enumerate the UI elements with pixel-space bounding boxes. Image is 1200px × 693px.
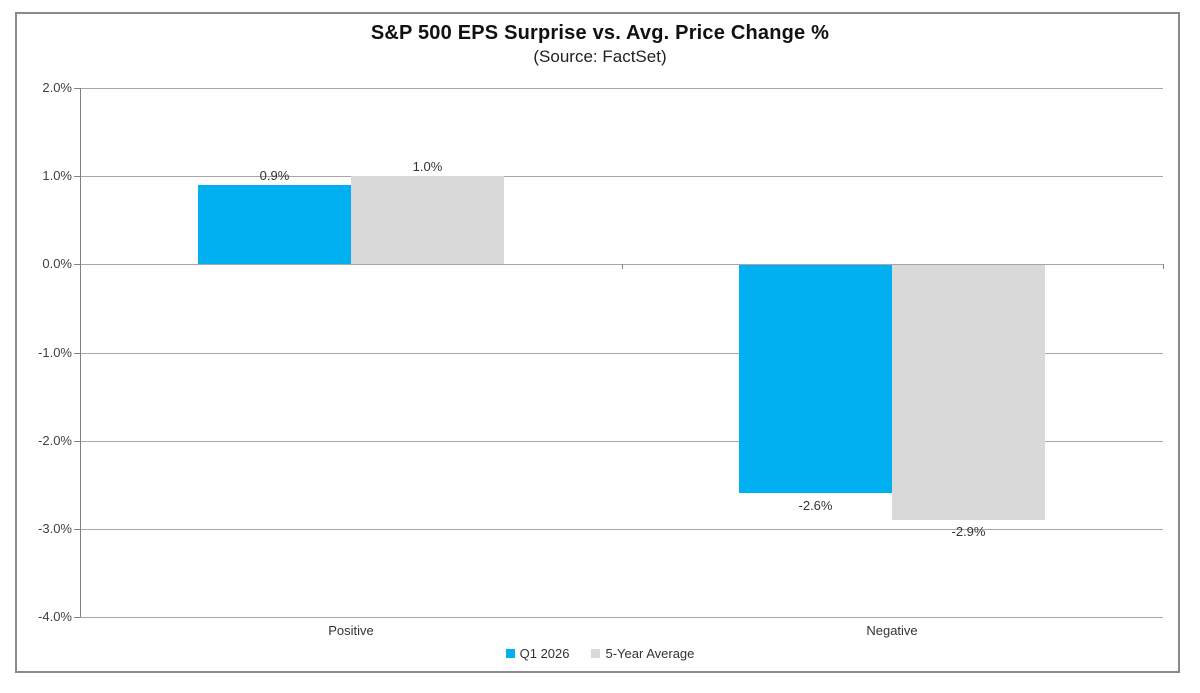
bar-q1-2026-positive xyxy=(198,185,351,264)
gridline xyxy=(80,88,1163,89)
y-axis-tick-label: 1.0% xyxy=(42,168,72,183)
y-axis-tick xyxy=(74,88,80,89)
bar-value-label: -2.6% xyxy=(798,498,833,513)
bar-value-label: -2.9% xyxy=(951,524,986,539)
bar-value-label: 1.0% xyxy=(412,159,443,174)
gridline xyxy=(80,176,1163,177)
chart-subtitle: (Source: FactSet) xyxy=(533,47,667,66)
y-axis-tick xyxy=(74,176,80,177)
y-axis-tick xyxy=(74,617,80,618)
legend: Q1 2026 5-Year Average xyxy=(0,646,1200,661)
x-axis-category-label: Negative xyxy=(866,623,918,638)
y-axis-tick xyxy=(74,264,80,265)
y-axis-tick-label: -3.0% xyxy=(38,521,72,536)
y-axis-tick-label: -2.0% xyxy=(38,433,72,448)
y-axis-tick xyxy=(74,529,80,530)
y-axis-tick-label: 0.0% xyxy=(42,256,72,271)
x-axis-tick xyxy=(622,264,623,269)
legend-swatch xyxy=(591,649,601,658)
gridline xyxy=(80,617,1163,618)
legend-label: Q1 2026 xyxy=(519,646,570,661)
gridline xyxy=(80,441,1163,442)
legend-entry: Q1 2026 xyxy=(505,646,570,661)
bar-value-label: 0.9% xyxy=(259,168,290,183)
y-axis-tick-label: -1.0% xyxy=(38,345,72,360)
y-axis-tick xyxy=(74,441,80,442)
y-axis-tick xyxy=(74,353,80,354)
legend-label: 5-Year Average xyxy=(605,646,695,661)
bar-5-year-average-negative xyxy=(892,264,1045,520)
y-axis-tick-label: 2.0% xyxy=(42,80,72,95)
legend-swatch xyxy=(505,649,515,658)
bar-q1-2026-negative xyxy=(739,264,892,493)
x-axis-category-label: Positive xyxy=(328,623,374,638)
gridline xyxy=(80,264,1163,265)
x-axis-tick xyxy=(80,264,81,269)
legend-entry: 5-Year Average xyxy=(591,646,694,661)
x-axis-tick xyxy=(1163,264,1164,269)
gridline xyxy=(80,529,1163,530)
chart-title: S&P 500 EPS Surprise vs. Avg. Price Chan… xyxy=(370,22,830,44)
gridline xyxy=(80,353,1163,354)
y-axis-line xyxy=(80,88,81,617)
y-axis-tick-label: -4.0% xyxy=(38,609,72,624)
bar-5-year-average-positive xyxy=(351,176,504,264)
